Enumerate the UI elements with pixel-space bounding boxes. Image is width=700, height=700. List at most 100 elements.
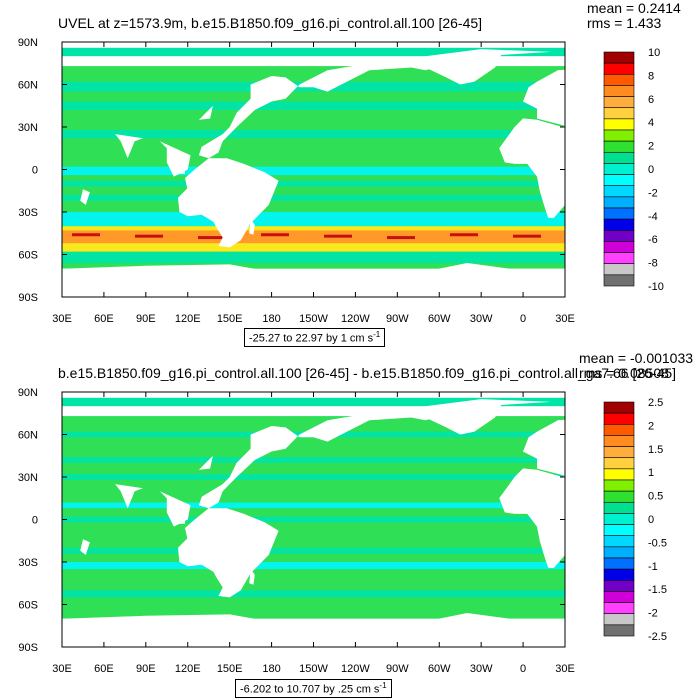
land-antarctica xyxy=(62,613,565,647)
x-tick-label: 0 xyxy=(520,313,526,325)
colorbar-label: -10 xyxy=(648,281,664,293)
colorbar-swatch xyxy=(603,96,635,109)
heatmap-plot: 30E 60E 90E 120E 150E 180 150W 120W 90W 60W 30W 0 30… xyxy=(18,37,664,325)
colorbar-swatch xyxy=(603,435,635,447)
acc-jet xyxy=(135,234,163,238)
y-tick-label: 0 xyxy=(32,515,38,527)
colorbar-swatch xyxy=(603,85,635,97)
y-tick-label: 0 xyxy=(32,165,38,177)
acc-jet xyxy=(198,236,226,240)
colorbar-swatch xyxy=(603,401,635,414)
colorbar-swatch xyxy=(603,107,635,120)
field-band xyxy=(62,562,565,570)
x-tick-label: 30W xyxy=(470,313,493,325)
y-tick-label: 30N xyxy=(18,122,38,134)
colorbar-swatch xyxy=(603,229,635,242)
colorbar-swatch xyxy=(603,479,635,492)
colorbar-label: -1 xyxy=(648,561,658,573)
y-tick-label: 90S xyxy=(18,642,38,654)
colorbar-label: 1.5 xyxy=(648,444,663,456)
land-borneo xyxy=(173,162,185,174)
land-madagascar xyxy=(80,189,90,205)
land-madagascar-wrap xyxy=(583,539,593,555)
land-madagascar xyxy=(80,539,90,555)
colorbar-label: -4 xyxy=(648,211,658,223)
x-tick-label: 30W xyxy=(470,663,493,675)
acc-jet xyxy=(261,233,289,237)
colorbar-swatch xyxy=(603,546,635,559)
colorbar-label: 0.5 xyxy=(648,491,663,503)
rms-label: rms = 1.433 xyxy=(587,15,662,31)
x-tick-label: 0 xyxy=(520,663,526,675)
colorbar-swatch xyxy=(603,602,635,615)
acc-jet xyxy=(72,233,100,237)
x-tick-label: 30E xyxy=(52,663,72,675)
y-tick-label: 90N xyxy=(18,387,38,399)
contour-range-label: -6.202 to 10.707 by .25 cm s-1 xyxy=(235,679,392,698)
colorbar-label: 2 xyxy=(648,141,654,153)
land-antarctica xyxy=(62,263,565,297)
colorbar-label: -1.5 xyxy=(648,584,667,596)
colorbar-swatch xyxy=(603,218,635,231)
colorbar-label: -2 xyxy=(648,608,658,620)
x-tick-label: 120W xyxy=(341,663,370,675)
land-africa-wrap xyxy=(499,468,565,568)
x-tick-label: 60E xyxy=(94,313,114,325)
land-borneo xyxy=(173,512,185,524)
colorbar-swatch xyxy=(603,62,635,75)
field-band xyxy=(62,590,565,598)
colorbar-swatch xyxy=(603,624,635,637)
colorbar-swatch xyxy=(603,513,635,525)
field-band xyxy=(62,129,565,139)
colorbar-swatch xyxy=(603,591,635,603)
colorbar-label: -2.5 xyxy=(648,631,667,643)
x-tick-label: 180 xyxy=(262,313,280,325)
colorbar-swatch xyxy=(603,241,635,253)
land-japan xyxy=(198,455,213,470)
land-japan xyxy=(198,105,213,120)
acc-band xyxy=(62,230,565,244)
colorbar-swatch xyxy=(603,73,635,86)
bottom-panel: b.e15.B1850.f09_g16.pi_control.all.100 [… xyxy=(0,350,700,700)
y-tick-label: 30N xyxy=(18,472,38,484)
colorbar-swatch xyxy=(603,501,635,514)
colorbar-swatch xyxy=(603,252,635,265)
land-india xyxy=(115,484,143,509)
colorbar-swatch xyxy=(603,51,635,64)
x-tick-label: 90W xyxy=(386,313,409,325)
x-tick-label: 60E xyxy=(94,663,114,675)
colorbar-swatch xyxy=(603,263,635,276)
land-africa-wrap xyxy=(499,118,565,218)
y-tick-label: 60S xyxy=(18,250,38,262)
y-tick-label: 90N xyxy=(18,37,38,49)
colorbar-swatch xyxy=(603,579,635,592)
x-tick-label: 30E xyxy=(555,663,575,675)
mean-label: mean = 0.2414 xyxy=(587,0,681,16)
colorbar-swatch xyxy=(603,118,635,131)
x-tick-label: 120E xyxy=(175,663,201,675)
heatmap-plot: 30E 60E 90E 120E 150E 180 150W 120W 90W 60W 30W 0 30… xyxy=(18,387,667,675)
y-tick-label: 90S xyxy=(18,292,38,304)
land-eurasia-wrap xyxy=(523,69,565,126)
x-tick-label: 30E xyxy=(52,313,72,325)
field-band xyxy=(62,195,565,201)
field-band xyxy=(62,457,565,463)
x-tick-label: 90W xyxy=(386,663,409,675)
colorbar-swatch xyxy=(603,446,635,459)
acc-jet xyxy=(324,234,352,238)
colorbar-label: 8 xyxy=(648,70,654,82)
contour-range-label: -25.27 to 22.97 by 1 cm s-1 xyxy=(244,328,386,347)
x-tick-label: 120W xyxy=(341,313,370,325)
y-tick-label: 60N xyxy=(18,430,38,442)
colorbar-label: -2 xyxy=(648,187,658,199)
y-tick-label: 60S xyxy=(18,600,38,612)
colorbar-swatch xyxy=(603,185,635,198)
colorbar-label: -6 xyxy=(648,234,658,246)
colorbar-label: 2.5 xyxy=(648,397,663,409)
acc-jet xyxy=(450,233,478,237)
x-tick-label: 120E xyxy=(175,313,201,325)
land-samerica xyxy=(185,158,279,248)
x-tick-label: 90E xyxy=(136,313,156,325)
colorbar-swatch xyxy=(603,174,635,187)
x-tick-label: 60W xyxy=(428,313,451,325)
